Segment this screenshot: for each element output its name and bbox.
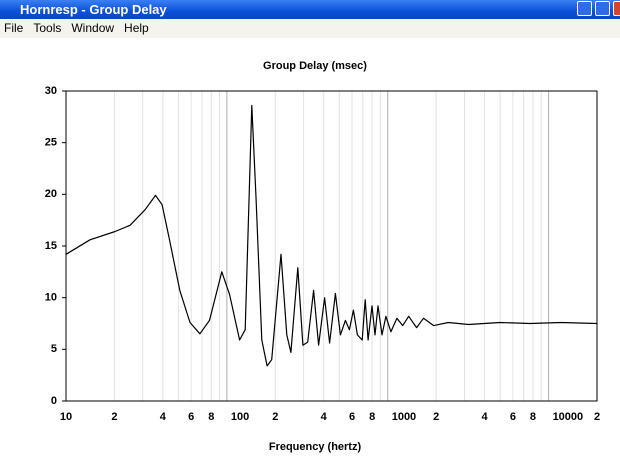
chart: Group Delay (msec) Frequency (hertz) 10 2… xyxy=(45,60,600,453)
x-tick-label: 2 xyxy=(111,411,117,423)
x-tick-label: 10 xyxy=(60,411,72,423)
window-title: Hornresp - Group Delay xyxy=(20,2,167,17)
y-tick-label: 0 xyxy=(51,395,57,407)
x-tick-label: 1000 xyxy=(392,411,416,423)
menu-item[interactable]: Help xyxy=(124,21,149,35)
x-tick-label: 4 xyxy=(160,411,167,423)
y-tick-label: 20 xyxy=(45,188,57,200)
data-line xyxy=(65,104,598,367)
x-tick-label: 2 xyxy=(433,411,439,423)
x-tick-label: 8 xyxy=(530,411,536,423)
plot-frame xyxy=(65,90,598,402)
x-tick-label: 8 xyxy=(369,411,375,423)
x-tick-label: 6 xyxy=(510,411,516,423)
menu-bar: File Tools Window Help xyxy=(0,19,620,38)
x-tick-label: 2 xyxy=(272,411,278,423)
y-tick-label: 10 xyxy=(45,292,57,304)
y-tick-label: 5 xyxy=(51,343,57,355)
menu-item[interactable]: Tools xyxy=(33,21,62,35)
x-tick-label: 4 xyxy=(482,411,489,423)
x-tick-label: 2 xyxy=(594,411,600,423)
minimize-button[interactable] xyxy=(577,1,592,16)
plot-area xyxy=(66,91,597,401)
close-button[interactable] xyxy=(613,1,620,16)
x-tick-label: 8 xyxy=(208,411,214,423)
x-tick-label: 6 xyxy=(349,411,355,423)
title-bar: Hornresp - Group Delay xyxy=(0,0,620,19)
x-tick-label: 100 xyxy=(231,411,249,423)
y-tick-label: 25 xyxy=(45,137,57,149)
y-tick-label: 15 xyxy=(45,240,57,252)
menu-item[interactable]: Window xyxy=(71,21,115,35)
chart-title: Group Delay (msec) xyxy=(263,60,367,72)
x-axis-label: Frequency (hertz) xyxy=(269,441,362,453)
y-tick-label: 30 xyxy=(45,85,57,97)
maximize-button[interactable] xyxy=(595,1,610,16)
x-tick-label: 10000 xyxy=(553,411,584,423)
x-tick-label: 6 xyxy=(188,411,194,423)
menu-item[interactable]: File xyxy=(4,21,24,35)
x-tick-label: 4 xyxy=(321,411,328,423)
